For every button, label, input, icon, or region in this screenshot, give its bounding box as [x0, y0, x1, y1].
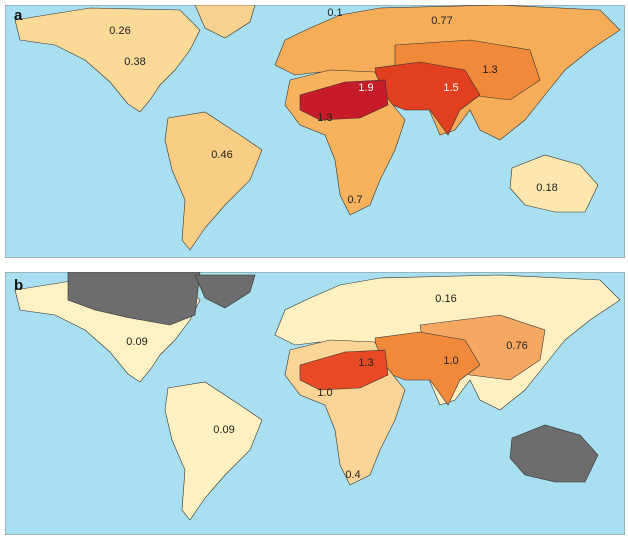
panel-label: b: [14, 277, 23, 294]
region-label: 0.09: [213, 424, 234, 436]
region-label: 1.3: [358, 357, 373, 369]
region-label: 0.77: [431, 15, 452, 27]
region-label: 0.18: [536, 182, 557, 194]
map-panel-b: b 0.16 0.09 0.76 1.3 1.0 1.0 0.09 0.4: [5, 272, 625, 535]
region-label: 1.3: [482, 64, 497, 76]
region-label: 1.3: [317, 112, 332, 124]
region-label: 0.7: [347, 194, 362, 206]
region-label: 0.09: [126, 336, 147, 348]
sahel: [299, 349, 389, 391]
region-label: 0.26: [109, 25, 130, 37]
region-label: 1.5: [443, 82, 458, 94]
australia-no-data: [509, 424, 599, 483]
australia: [509, 154, 599, 213]
north-america: [14, 7, 201, 113]
panel-label: a: [14, 7, 23, 24]
region-label: 0.1: [327, 7, 342, 19]
region-label: 1.0: [317, 387, 332, 399]
south-america: [164, 111, 263, 251]
region-label: 1.0: [443, 355, 458, 367]
region-label: 1.9: [358, 82, 373, 94]
south-america: [164, 381, 263, 521]
greenland: [194, 5, 256, 39]
region-label: 0.76: [506, 340, 527, 352]
greenland: [194, 274, 256, 309]
region-label: 0.4: [345, 469, 360, 481]
region-label: 0.16: [435, 293, 456, 305]
sahel: [299, 79, 389, 121]
map-panel-a: a 0.1 0.26 0.77 0.38 1.9 1.5 1.3 1.3 0.4…: [5, 5, 625, 258]
region-label: 0.46: [211, 149, 232, 161]
region-label: 0.38: [124, 56, 145, 68]
